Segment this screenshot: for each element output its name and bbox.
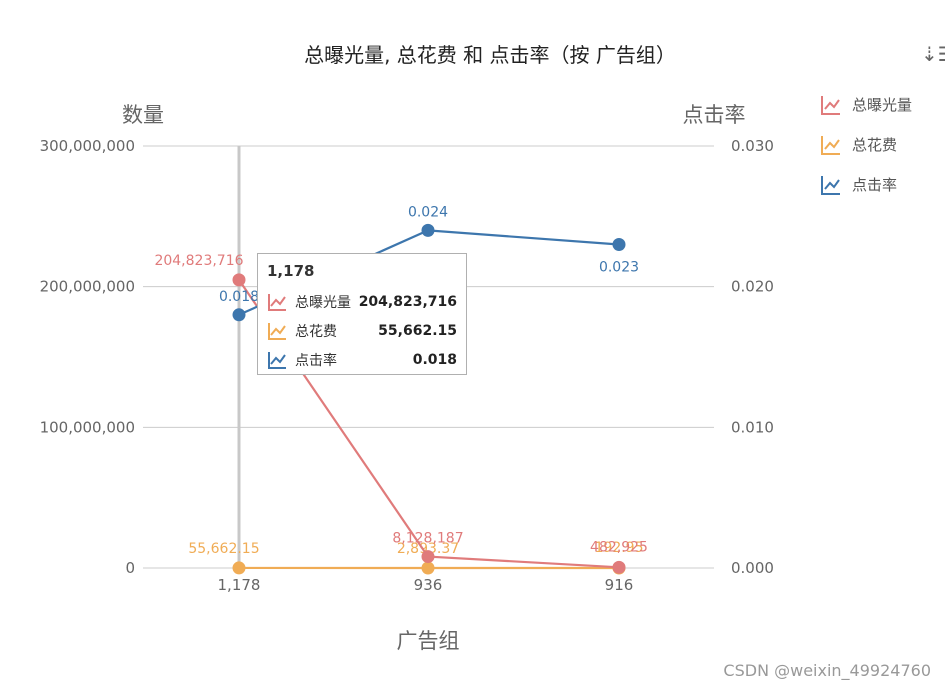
data-label: 192.95: [595, 540, 644, 556]
sort-icon[interactable]: ⇣☰: [921, 42, 945, 66]
right-tick-label: 0.010: [731, 418, 774, 436]
data-point: [612, 237, 626, 251]
chart-tooltip: 1,178 总曝光量 204,823,716 总花费 55,662.15 点击率 0.01…: [257, 253, 467, 375]
data-label: 0.024: [408, 204, 448, 220]
tooltip-series-value: 204,823,716: [358, 293, 457, 310]
x-tick-label: 936: [414, 576, 443, 594]
line-chart-icon: [268, 293, 286, 311]
line-chart-icon: [268, 322, 286, 340]
watermark: CSDN @weixin_49924760: [723, 661, 931, 680]
line-chart-icon: [821, 96, 840, 115]
x-tick-label: 916: [605, 576, 634, 594]
tooltip-row: 总花费 55,662.15: [267, 316, 457, 345]
data-label: 0.018: [219, 289, 259, 305]
data-label: 482,925: [590, 539, 648, 555]
legend-label: 点击率: [852, 176, 897, 194]
left-tick-label: 300,000,000: [40, 137, 135, 155]
data-point: [232, 273, 246, 287]
tooltip-series-name: 总曝光量: [295, 294, 351, 311]
right-axis-title: 点击率: [683, 103, 746, 127]
legend-item: 点击率: [821, 176, 897, 195]
data-point: [612, 560, 626, 574]
data-point: [421, 550, 435, 564]
tooltip-series-name: 点击率: [295, 352, 337, 369]
right-tick-label: 0.030: [731, 137, 774, 155]
right-tick-label: 0.000: [731, 559, 774, 577]
left-tick-label: 100,000,000: [40, 418, 135, 436]
data-point: [421, 223, 435, 237]
line-chart-icon: [268, 351, 286, 369]
tooltip-series-name: 总花费: [295, 323, 337, 340]
chart-title: 总曝光量, 总花费 和 点击率（按 广告组）: [304, 43, 676, 67]
legend-item: 总曝光量: [821, 96, 912, 115]
tooltip-series-value: 0.018: [412, 351, 457, 368]
data-point: [232, 308, 246, 322]
left-axis-title: 数量: [122, 103, 164, 127]
right-tick-label: 0.020: [731, 278, 774, 296]
data-label: 204,823,716: [154, 253, 243, 269]
tooltip-row: 总曝光量 204,823,716: [267, 287, 457, 316]
legend-item: 总花费: [821, 136, 897, 155]
line-chart-icon: [821, 176, 840, 195]
data-point: [232, 561, 246, 575]
data-label: 8,128,187: [392, 531, 463, 547]
x-axis-title: 广告组: [397, 629, 460, 653]
tooltip-header: 1,178: [267, 262, 315, 280]
data-label: 55,662.15: [188, 541, 259, 557]
data-label: 2,893.37: [397, 541, 459, 557]
line-chart-icon: [821, 136, 840, 155]
x-tick-label: 1,178: [218, 576, 261, 594]
legend-label: 总花费: [852, 136, 897, 154]
legend-label: 总曝光量: [852, 96, 912, 114]
tooltip-row: 点击率 0.018: [267, 345, 457, 374]
data-point: [421, 561, 435, 575]
tooltip-series-value: 55,662.15: [378, 322, 457, 339]
left-tick-label: 200,000,000: [40, 278, 135, 296]
left-tick-label: 0: [125, 559, 135, 577]
data-label: 0.023: [599, 259, 639, 275]
